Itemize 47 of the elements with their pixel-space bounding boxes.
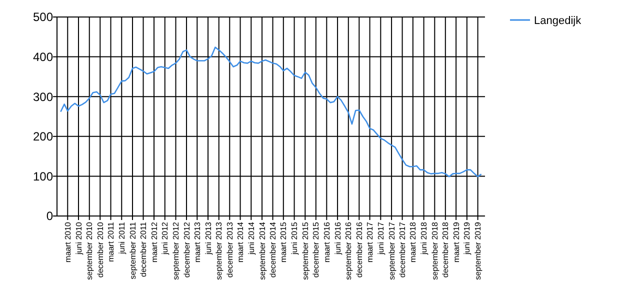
x-tick-label: december 2011 — [139, 221, 148, 277]
x-tick-label: september 2013 — [214, 221, 224, 280]
x-tick-label: maart 2017 — [366, 221, 375, 262]
x-tick-label: juni 2015 — [290, 221, 300, 256]
x-tick-label: juni 2018 — [420, 221, 429, 256]
x-tick-label: juni 2010 — [74, 221, 84, 256]
x-tick-label: juni 2014 — [246, 221, 256, 256]
x-tick-label: maart 2014 — [236, 221, 246, 262]
y-tick-label: 300 — [32, 90, 54, 104]
x-tick-label: juni 2019 — [462, 221, 472, 256]
x-tick-label: juni 2017 — [376, 221, 386, 256]
x-tick-label: maart 2018 — [408, 221, 418, 262]
x-tick-label: september 2017 — [387, 221, 396, 280]
x-tick-label: december 2010 — [96, 221, 105, 278]
line-series — [60, 46, 482, 178]
x-tick-label: september 2010 — [85, 221, 94, 280]
x-tick-label: september 2011 — [128, 221, 138, 280]
x-tick-label: maart 2015 — [279, 221, 288, 262]
x-tick-label: maart 2016 — [322, 221, 332, 262]
x-tick-label: september 2018 — [430, 221, 440, 280]
x-tick-label: september 2014 — [258, 221, 267, 280]
x-tick-label: december 2018 — [441, 221, 450, 278]
x-tick-label: december 2016 — [354, 221, 364, 278]
y-tick-label: 200 — [32, 130, 54, 144]
y-tick-label: 0 — [46, 209, 54, 224]
x-tick-label: maart 2010 — [63, 221, 72, 262]
x-tick-label: maart 2013 — [192, 221, 202, 262]
x-tick-label: maart 2019 — [452, 221, 461, 262]
x-tick-label: juni 2012 — [160, 221, 170, 256]
y-tick-label: 400 — [32, 50, 54, 64]
x-tick-label: december 2015 — [312, 221, 321, 278]
x-tick-label: december 2017 — [398, 221, 408, 278]
x-tick-label: september 2016 — [344, 221, 354, 280]
x-tick-label: juni 2016 — [333, 221, 342, 256]
y-tick-label: 500 — [32, 10, 54, 24]
x-tick-label: december 2014 — [268, 221, 278, 278]
legend-label: Langedijk — [534, 14, 582, 27]
x-tick-label: september 2015 — [300, 221, 310, 280]
x-tick-label: maart 2012 — [150, 221, 159, 262]
x-tick-label: september 2012 — [172, 221, 181, 280]
x-tick-label: juni 2011 — [117, 221, 126, 255]
x-tick-label: december 2012 — [182, 221, 192, 278]
x-tick-label: maart 2011 — [106, 221, 116, 262]
x-tick-label: september 2019 — [474, 221, 483, 280]
x-tick-label: juni 2013 — [204, 221, 213, 256]
x-tick-label: december 2013 — [225, 221, 234, 278]
y-tick-label: 100 — [32, 169, 54, 184]
